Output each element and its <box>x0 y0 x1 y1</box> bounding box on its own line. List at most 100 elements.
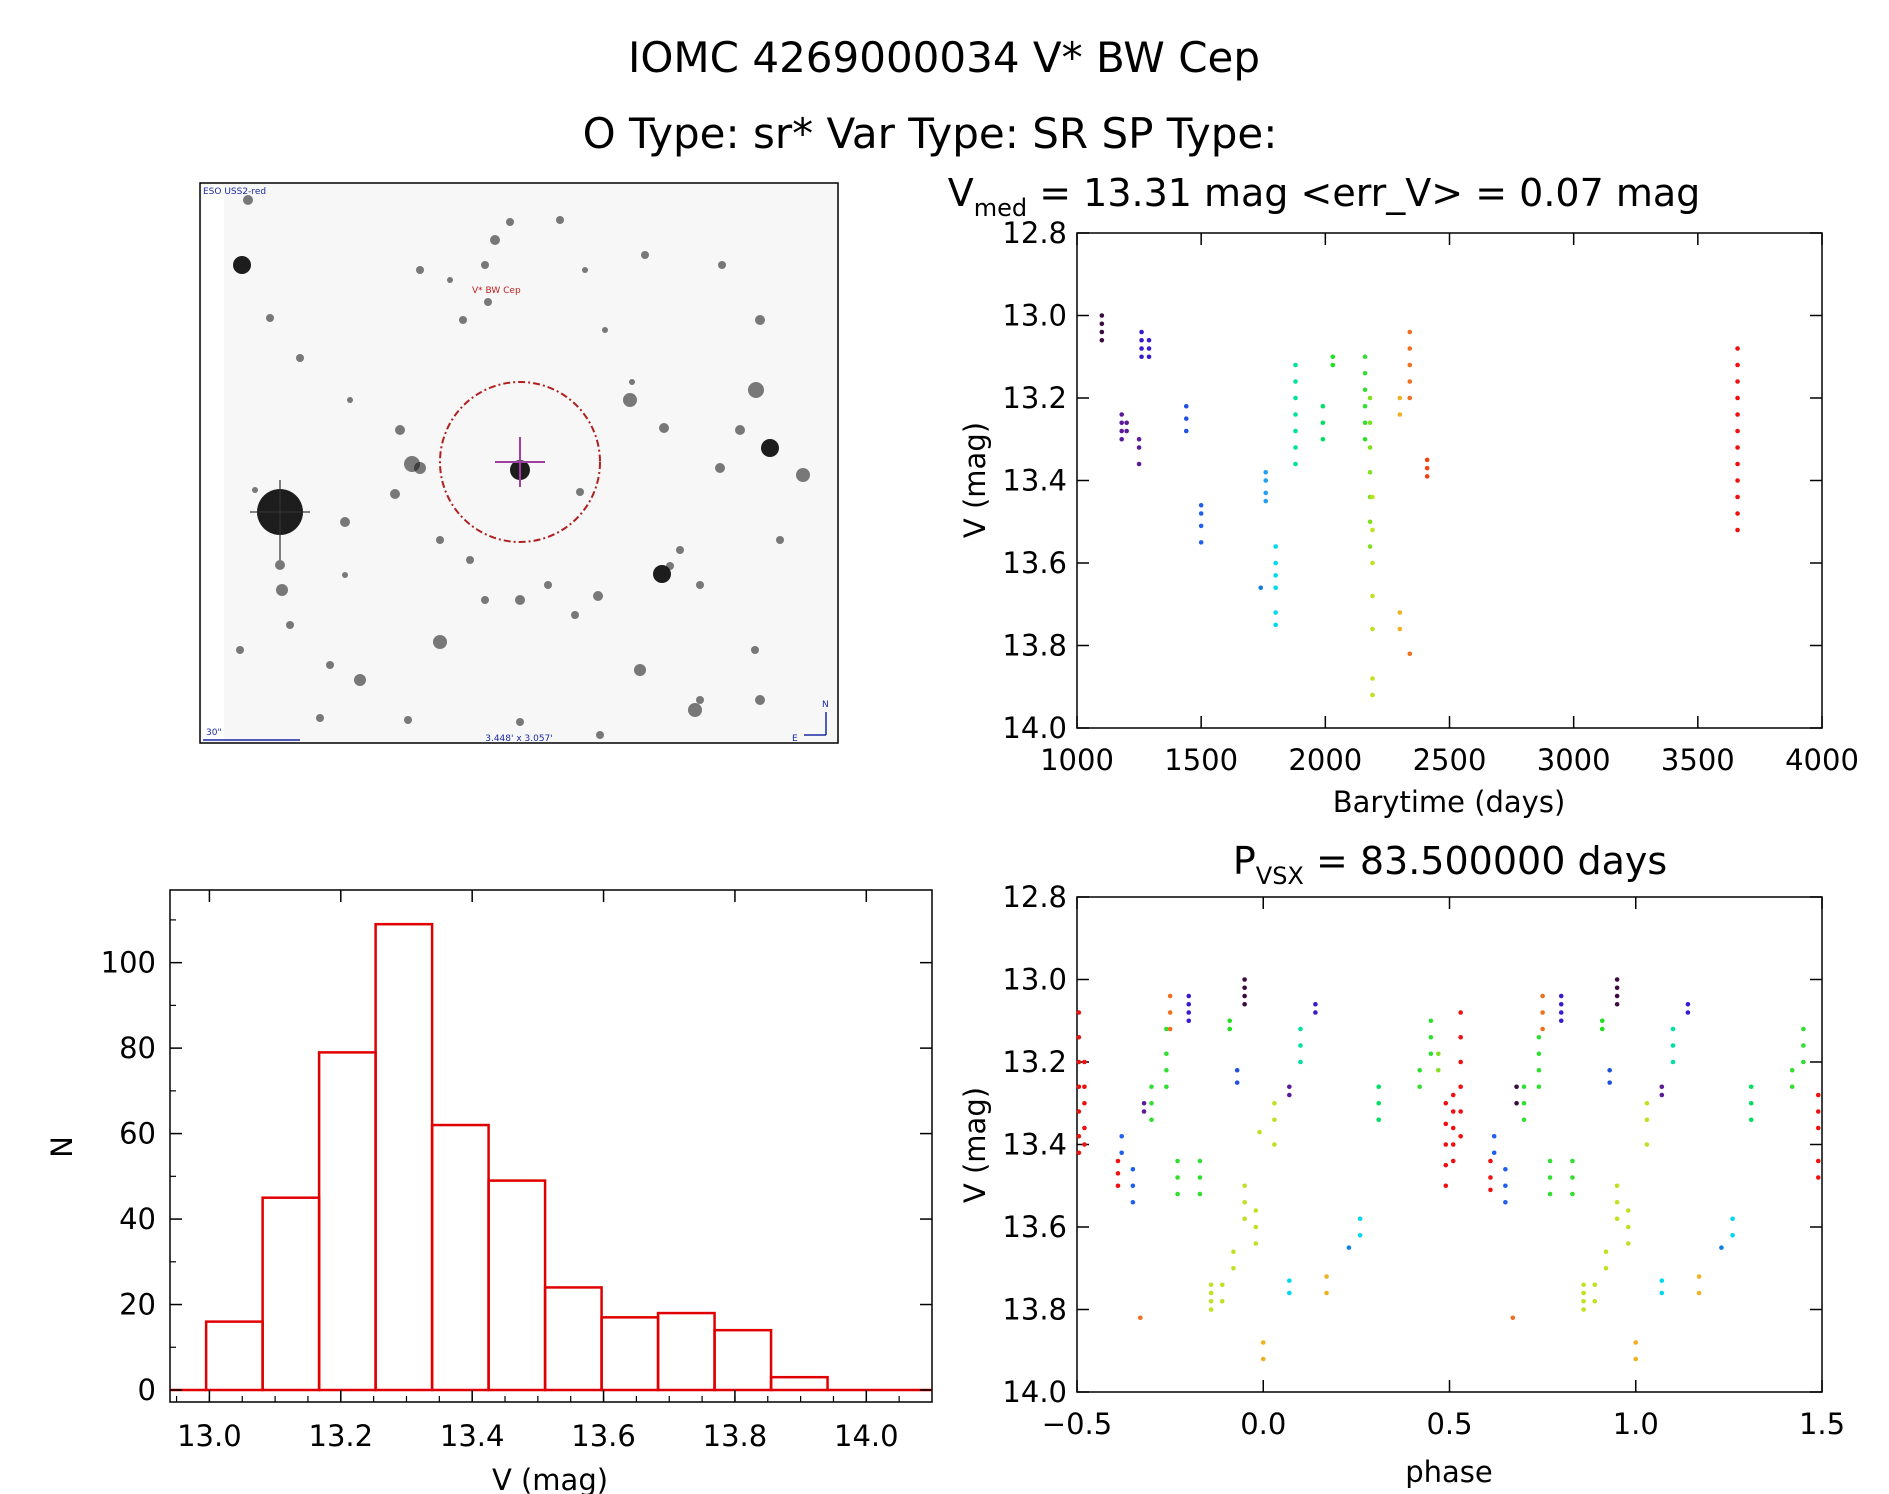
lightcurve-point <box>1397 626 1403 632</box>
phase-point <box>1417 1084 1422 1090</box>
phase-point <box>1503 1199 1508 1205</box>
lightcurve-point <box>1735 445 1740 450</box>
phase-point <box>1592 1282 1598 1288</box>
finder-star <box>481 261 489 269</box>
phase-ylabel: V (mag) <box>958 1087 992 1203</box>
histogram-ytick-label: 20 <box>119 1288 156 1322</box>
histogram-axes-frame <box>169 889 933 1403</box>
phase-point <box>1208 1298 1214 1304</box>
phase-point <box>1298 1043 1303 1048</box>
phase-point <box>1670 1059 1676 1065</box>
phase-point <box>1175 1191 1180 1197</box>
lightcurve-point <box>1407 395 1413 401</box>
phase-point <box>1815 1109 1821 1114</box>
lightcurve-point <box>1139 346 1144 351</box>
lightcurve-point <box>1198 502 1204 508</box>
phase-point <box>1458 1059 1463 1065</box>
phase-point <box>1141 1100 1147 1106</box>
phase-point <box>1558 1001 1564 1007</box>
lightcurve-point <box>1099 313 1105 318</box>
phase-point <box>1730 1216 1735 1222</box>
phase-point <box>1644 1117 1650 1123</box>
phase-point <box>1119 1133 1124 1139</box>
lightcurve-point <box>1407 651 1413 657</box>
scale-label: 30" <box>206 728 222 738</box>
phase-point <box>1599 1026 1605 1032</box>
phase-point <box>1242 1183 1247 1189</box>
lightcurve-point <box>1362 403 1368 409</box>
fov-label: 3.448' x 3.057' <box>485 734 553 744</box>
lightcurve-point <box>1367 395 1373 401</box>
phase-point <box>1357 1216 1363 1222</box>
phase-point <box>1815 1125 1821 1131</box>
finder-star <box>233 256 251 274</box>
finder-star <box>326 661 334 669</box>
lightcurve-point <box>1198 523 1204 529</box>
histogram-bar <box>317 1051 377 1392</box>
phase-point <box>1242 985 1247 991</box>
phase-point <box>1208 1307 1214 1312</box>
phase-point <box>1685 1010 1691 1015</box>
lightcurve-point <box>1362 370 1368 376</box>
phase-point <box>1503 1183 1508 1189</box>
lightcurve-point <box>1735 362 1740 368</box>
lightcurve-point <box>1293 412 1298 417</box>
phase-point <box>1227 1018 1233 1024</box>
lightcurve-ytick-label: 13.6 <box>1002 546 1067 580</box>
lightcurve-point <box>1424 457 1430 463</box>
phase-point <box>1748 1084 1754 1090</box>
phase-points <box>1076 977 1821 1362</box>
lightcurve-point <box>1407 346 1413 351</box>
phase-point <box>1570 1175 1575 1180</box>
lightcurve-point <box>1099 321 1105 327</box>
phase-point <box>1287 1278 1292 1283</box>
finder-star <box>755 315 765 325</box>
lightcurve-point <box>1367 420 1373 426</box>
phase-ytick-label: 13.6 <box>1002 1210 1067 1244</box>
finder-star <box>755 695 765 705</box>
lightcurve-xtick-label: 2000 <box>1288 743 1362 777</box>
phase-point <box>1076 1133 1082 1139</box>
figure-subtitle: O Type: sr* Var Type: SR SP Type: <box>583 109 1278 158</box>
phase-point <box>1696 1290 1702 1296</box>
phase-point <box>1488 1158 1493 1164</box>
phase-point <box>1614 993 1620 999</box>
histogram-bars <box>170 922 932 1392</box>
finder-star <box>404 716 412 724</box>
lightcurve-point <box>1293 428 1298 434</box>
lightcurve-point <box>1263 490 1269 496</box>
phase-point <box>1558 1010 1564 1015</box>
phase-point <box>1186 1001 1192 1007</box>
phase-point <box>1789 1067 1795 1073</box>
lightcurve-point <box>1735 395 1740 401</box>
lightcurve-ytick-label: 13.8 <box>1002 629 1067 663</box>
finder-star <box>696 696 704 704</box>
lightcurve-point <box>1370 494 1375 500</box>
phase-point <box>1208 1282 1214 1288</box>
phase-xlabel: phase <box>1405 1455 1493 1489</box>
phase-point <box>1801 1059 1806 1065</box>
phase-point <box>1231 1249 1236 1255</box>
lightcurve-point <box>1099 329 1105 335</box>
phase-point <box>1234 1080 1240 1085</box>
phase-point <box>1287 1092 1292 1098</box>
phase-point <box>1076 1084 1082 1090</box>
phase-point <box>1614 985 1620 991</box>
finder-star <box>243 195 253 205</box>
phase-title-main: P <box>1233 839 1256 883</box>
histogram-xtick-label: 13.0 <box>177 1419 242 1453</box>
lightcurve-xlabel: Barytime (days) <box>1333 785 1566 819</box>
lightcurve-point <box>1424 474 1430 479</box>
lightcurve-point <box>1397 412 1403 417</box>
lightcurve-point <box>1293 395 1298 401</box>
lightcurve-point <box>1370 692 1375 698</box>
phase-point <box>1428 1018 1434 1024</box>
phase-point <box>1164 1026 1169 1032</box>
phase-point <box>1313 1010 1318 1015</box>
phase-point <box>1149 1100 1154 1106</box>
phase-ytick-label: 14.0 <box>1002 1375 1067 1409</box>
lightcurve-point <box>1119 436 1124 442</box>
phase-point <box>1076 1010 1082 1015</box>
phase-point <box>1748 1117 1754 1123</box>
figure-title: IOMC 4269000034 V* BW Cep <box>628 33 1260 82</box>
